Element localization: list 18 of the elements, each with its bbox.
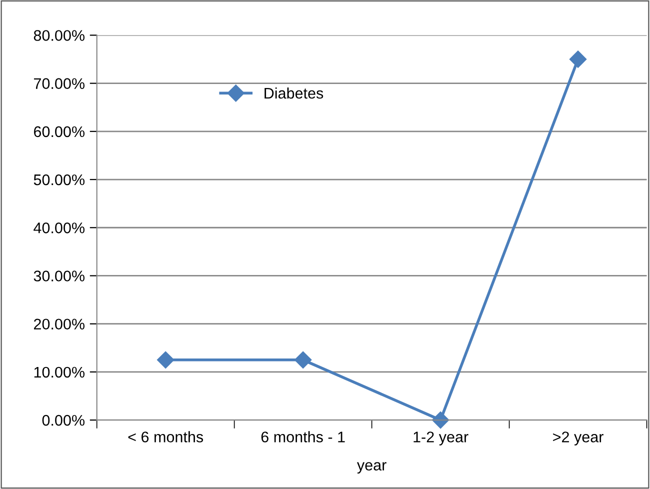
legend-label: Diabetes [264, 87, 324, 99]
y-tick-label: 30.00% [34, 270, 85, 282]
x-tick-label: < 6 months [128, 431, 204, 442]
x-axis-title: year [356, 462, 386, 474]
y-tick-label: 50.00% [34, 174, 85, 186]
point [157, 351, 174, 368]
y-tick-label: 10.00% [34, 366, 85, 378]
x-tick-label: 6 months - 1 [261, 431, 345, 442]
y-tick-label: 70.00% [34, 78, 85, 89]
y-tick-label: 0.00% [42, 414, 85, 426]
y-tick-label: 40.00% [34, 222, 85, 234]
x-tick-label: >2 year [553, 432, 604, 446]
y-tick-label: 20.00% [34, 318, 85, 330]
point [294, 351, 312, 368]
point [569, 50, 587, 68]
x-tick-label: 1-2 year [414, 432, 468, 446]
y-tick-label: 80.00% [34, 30, 85, 41]
y-tick-label: 60.00% [34, 126, 85, 138]
